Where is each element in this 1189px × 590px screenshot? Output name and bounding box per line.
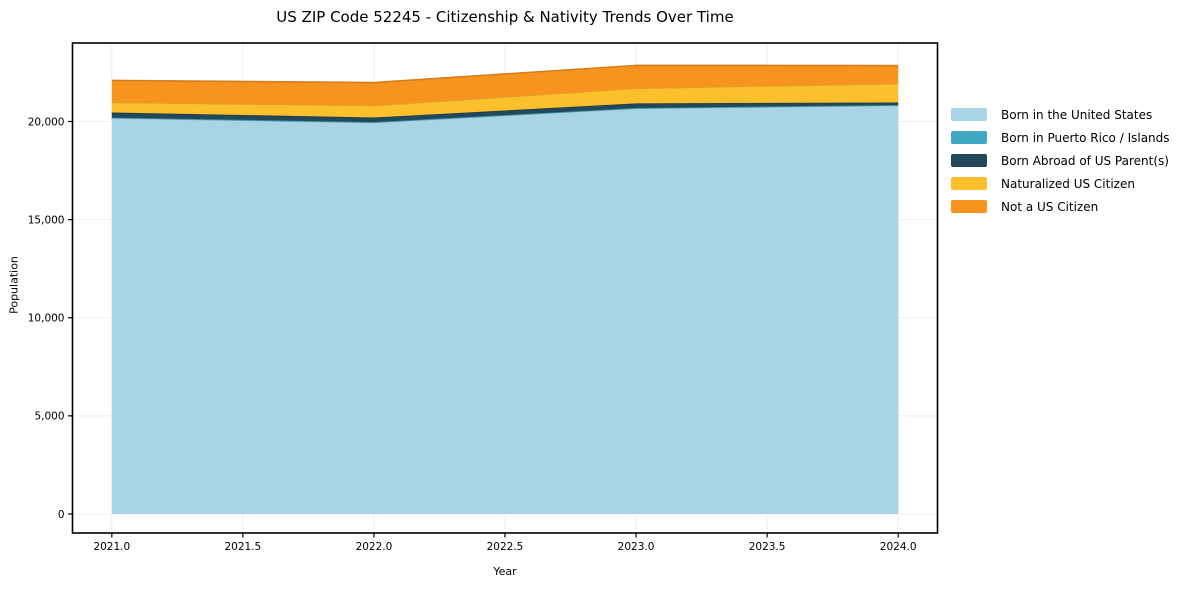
legend-item: Born in the United States — [951, 103, 1170, 126]
legend-item: Born in Puerto Rico / Islands — [951, 126, 1170, 149]
legend-label: Born in the United States — [1001, 107, 1153, 122]
y-tick-label: 0 — [58, 509, 65, 521]
y-tick-label: 15,000 — [28, 214, 65, 226]
legend-label: Born Abroad of US Parent(s) — [1001, 153, 1169, 168]
x-tick-label: 2023.0 — [618, 541, 655, 553]
legend-swatch-naturalized — [951, 177, 987, 190]
y-tick-label: 10,000 — [28, 313, 65, 325]
legend-item: Not a US Citizen — [951, 195, 1170, 218]
y-axis-label: Population — [7, 256, 21, 314]
legend: Born in the United States Born in Puerto… — [951, 103, 1170, 218]
x-tick-label: 2022.5 — [487, 541, 524, 553]
x-tick-label: 2023.5 — [749, 541, 786, 553]
chart-title: US ZIP Code 52245 - Citizenship & Nativi… — [276, 8, 734, 26]
legend-item: Naturalized US Citizen — [951, 172, 1170, 195]
legend-swatch-born-us — [951, 108, 987, 121]
legend-swatch-born-abroad — [951, 154, 987, 167]
legend-swatch-not-citizen — [951, 200, 987, 213]
legend-label: Naturalized US Citizen — [1001, 176, 1135, 191]
legend-swatch-born-pr — [951, 131, 987, 144]
x-tick-label: 2021.0 — [93, 541, 130, 553]
x-tick-label: 2022.0 — [356, 541, 393, 553]
y-tick-label: 5,000 — [34, 411, 64, 423]
x-tick-label: 2021.5 — [225, 541, 262, 553]
legend-item: Born Abroad of US Parent(s) — [951, 149, 1170, 172]
legend-label: Born in Puerto Rico / Islands — [1001, 130, 1170, 145]
y-tick-label: 20,000 — [28, 116, 65, 128]
legend-label: Not a US Citizen — [1001, 199, 1099, 214]
x-tick-label: 2024.0 — [880, 541, 917, 553]
x-axis-label: Year — [493, 565, 517, 578]
